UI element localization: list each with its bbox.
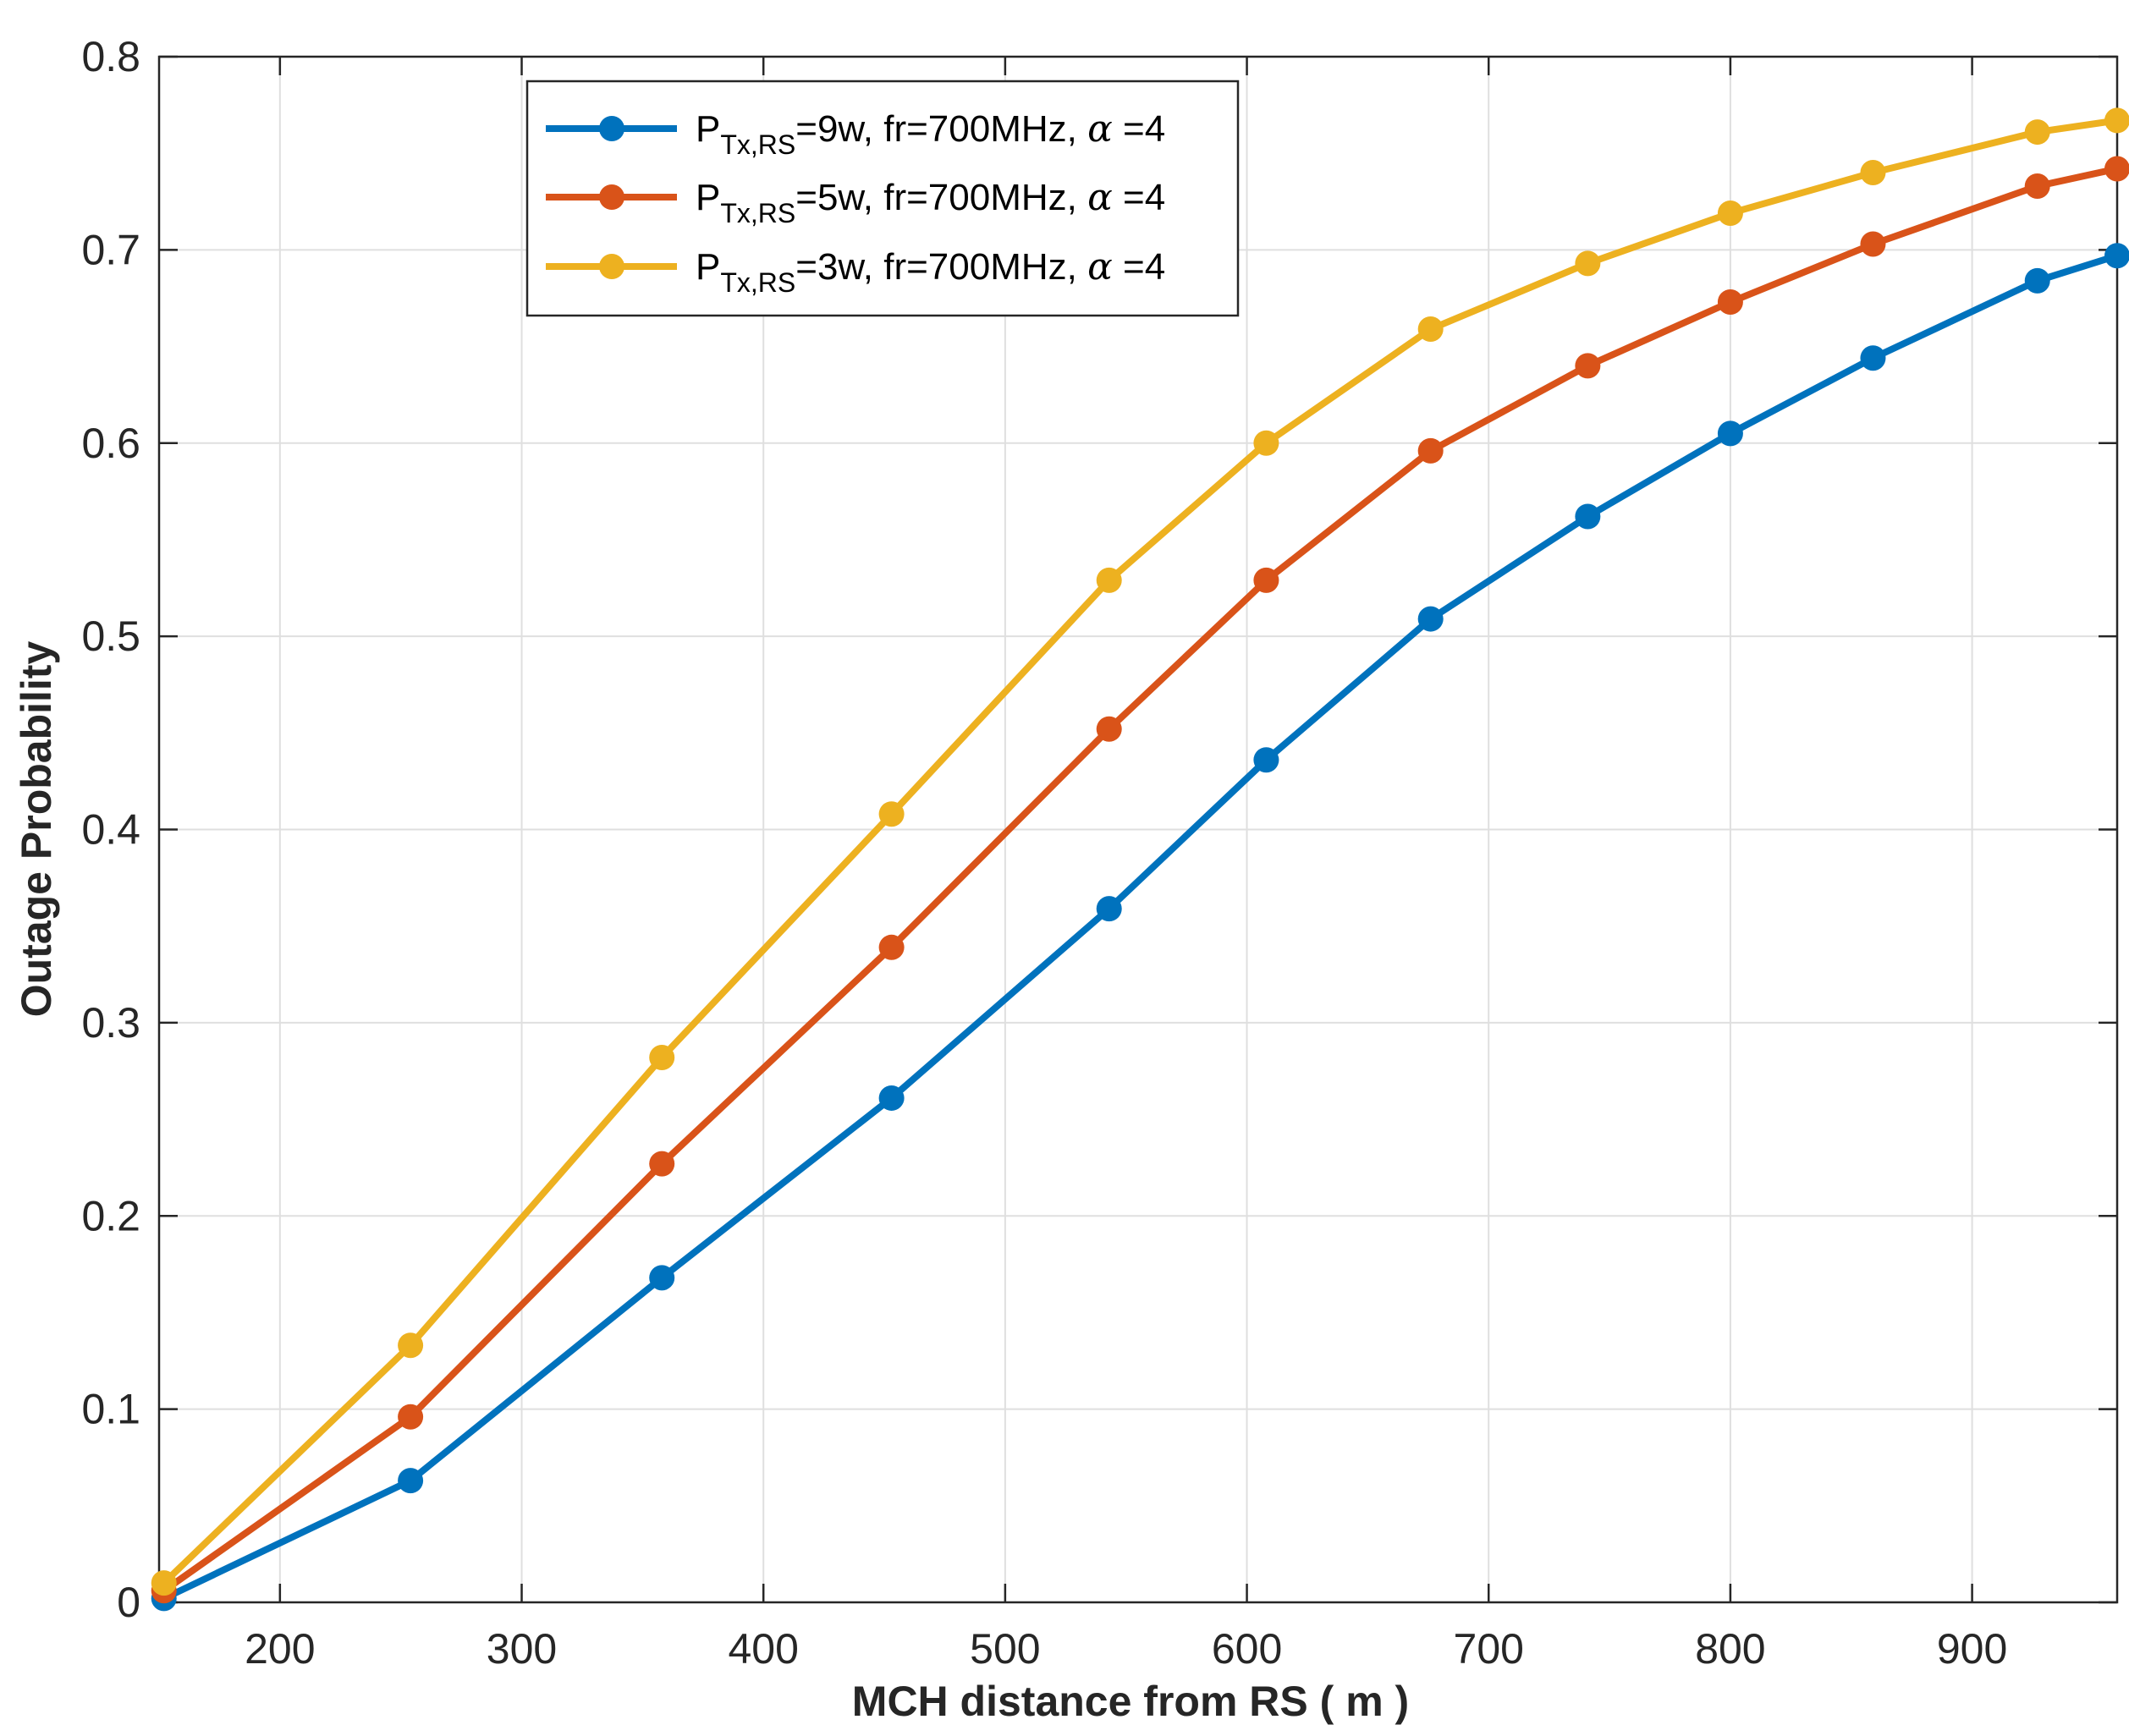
x-tick-label: 400: [728, 1625, 798, 1673]
x-tick-label: 200: [245, 1625, 315, 1673]
legend-label: PTx,RS=5w, fr=700MHz, α =4: [696, 176, 1165, 228]
legend-entry-3: PTx,RS=3w, fr=700MHz, α =4: [546, 245, 1165, 298]
data-point: [1253, 567, 1279, 593]
data-point: [2024, 173, 2050, 200]
x-tick-label: 600: [1212, 1625, 1282, 1673]
data-point: [2104, 243, 2129, 269]
data-point: [649, 1265, 675, 1291]
data-point: [1860, 160, 1886, 186]
y-tick-label: 0.6: [81, 420, 140, 467]
data-point: [398, 1404, 424, 1430]
data-point: [1860, 231, 1886, 257]
data-series: [151, 107, 2129, 1612]
x-tick-label: 700: [1454, 1625, 1524, 1673]
y-tick-label: 0.7: [81, 226, 140, 273]
data-point: [878, 801, 905, 827]
data-point: [878, 1085, 905, 1111]
legend-label: PTx,RS=3w, fr=700MHz, α =4: [696, 245, 1165, 298]
data-point: [1417, 606, 1444, 632]
x-tick-label: 900: [1937, 1625, 2007, 1673]
series-2: [151, 156, 2129, 1604]
legend-label: PTx,RS=9w, fr=700MHz, α =4: [696, 107, 1165, 160]
y-tick-label: 0: [117, 1579, 140, 1626]
x-tick-label: 800: [1695, 1625, 1765, 1673]
data-point: [398, 1468, 424, 1494]
data-point: [2104, 156, 2129, 182]
legend-swatch-marker: [599, 254, 624, 279]
data-point: [151, 1570, 177, 1596]
data-point: [1717, 200, 1743, 226]
y-tick-label: 0.2: [81, 1192, 140, 1239]
y-tick-label: 0.8: [81, 33, 140, 80]
data-point: [1253, 747, 1279, 773]
data-point: [1860, 345, 1886, 371]
data-point: [398, 1332, 424, 1359]
series-3: [151, 107, 2129, 1596]
legend-swatch-marker: [599, 184, 624, 210]
series-1: [151, 243, 2129, 1612]
data-point: [1575, 250, 1601, 277]
tick-labels: 200 300 400 500 600 700 800 900 0 0.1 0.2 0.3 0.4 0.5…: [81, 33, 2007, 1673]
legend-entry-1: PTx,RS=9w, fr=700MHz, α =4: [546, 107, 1165, 160]
data-point: [1096, 716, 1122, 742]
data-point: [649, 1151, 675, 1177]
data-point: [1096, 567, 1122, 593]
data-point: [1575, 353, 1601, 379]
x-tick-label: 300: [487, 1625, 557, 1673]
y-tick-label: 0.1: [81, 1386, 140, 1433]
data-point: [649, 1044, 675, 1070]
series-line: [160, 165, 2121, 1595]
data-point: [2024, 119, 2050, 146]
legend-swatch-marker: [599, 116, 624, 141]
y-tick-label: 0.5: [81, 613, 140, 660]
x-tick-label: 500: [970, 1625, 1040, 1673]
data-point: [878, 934, 905, 960]
x-axis-title: MCH distance from RS ( m ): [852, 1678, 1409, 1725]
data-point: [1417, 437, 1444, 464]
series-line: [160, 252, 2121, 1602]
y-tick-label: 0.3: [81, 999, 140, 1047]
legend-entry-2: PTx,RS=5w, fr=700MHz, α =4: [546, 176, 1165, 228]
data-point: [2024, 267, 2050, 294]
legend: PTx,RS=9w, fr=700MHz, α =4 PTx,RS=5w, fr=…: [525, 80, 1240, 317]
data-point: [1253, 430, 1279, 456]
data-point: [1417, 316, 1444, 343]
data-point: [1575, 503, 1601, 530]
data-point: [1096, 896, 1122, 922]
series-line: [160, 117, 2121, 1587]
y-tick-label: 0.4: [81, 806, 140, 854]
y-axis-title: Outage Probability: [13, 641, 60, 1018]
data-point: [1717, 289, 1743, 316]
data-point: [2104, 107, 2129, 134]
data-point: [1717, 420, 1743, 447]
